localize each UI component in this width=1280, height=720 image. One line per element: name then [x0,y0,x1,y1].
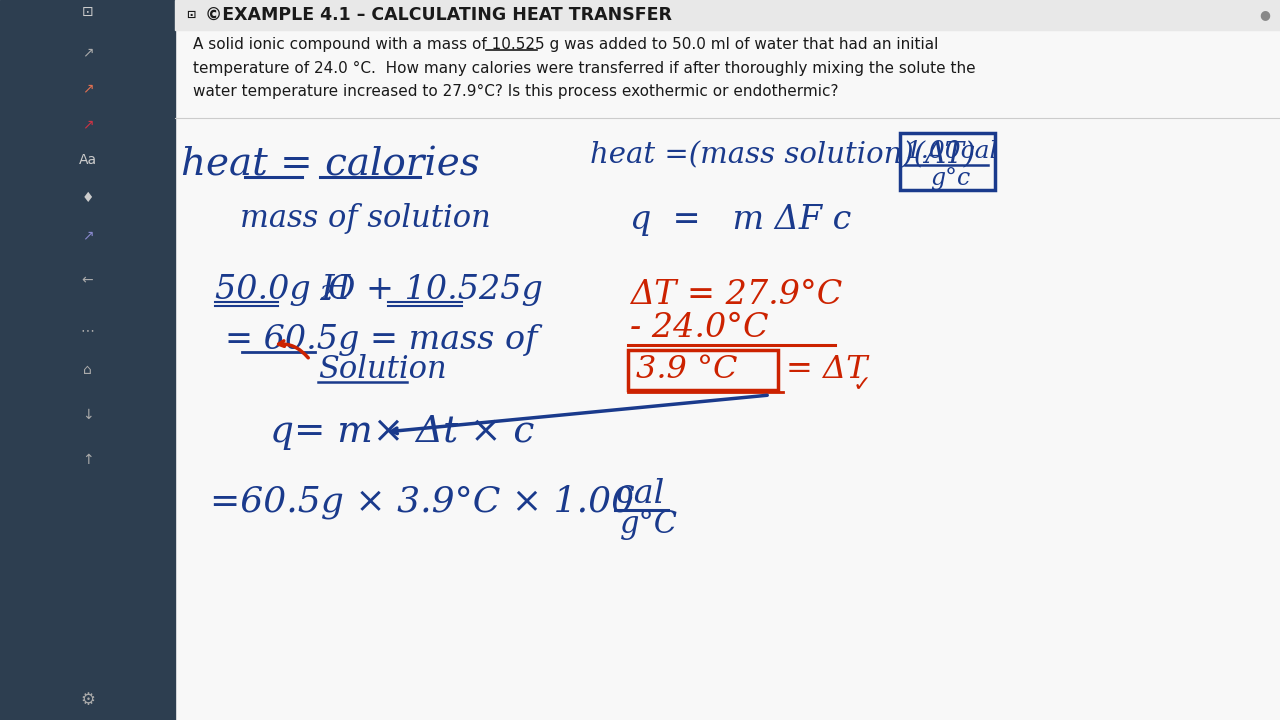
Text: ΔT = 27.9°C: ΔT = 27.9°C [630,279,842,311]
Text: A solid ionic compound with a mass of 10.525 g was added to 50.0 ml of water tha: A solid ionic compound with a mass of 10… [193,37,938,53]
Text: heat =(mass solution)(AT): heat =(mass solution)(AT) [590,141,975,169]
Text: Aa: Aa [78,153,96,167]
Text: - 24.0°C: - 24.0°C [630,312,768,344]
Text: 50.0g H: 50.0g H [215,274,351,306]
Text: water temperature increased to 27.9°C? Is this process exothermic or endothermic: water temperature increased to 27.9°C? I… [193,84,838,99]
Text: g°c: g°c [931,166,970,189]
Text: 3.9 °C: 3.9 °C [636,354,737,385]
Text: ⋯: ⋯ [81,323,95,337]
Text: ↗: ↗ [82,228,93,242]
Text: ↑: ↑ [82,453,93,467]
Bar [0,0,175,720]
Text: ⊡: ⊡ [187,10,196,20]
Text: O + 10.525g: O + 10.525g [328,274,543,306]
Text: ♦: ♦ [81,191,93,205]
Bar [628,350,778,390]
Text: heat = calories: heat = calories [180,146,480,184]
Text: ↗: ↗ [82,45,93,59]
Text: q  =   m ΔF c: q = m ΔF c [630,204,851,236]
Text: ↗: ↗ [82,81,93,95]
Text: g°C: g°C [620,510,678,541]
Text: Solution: Solution [317,354,447,385]
Text: temperature of 24.0 °C.  How many calories were transferred if after thoroughly : temperature of 24.0 °C. How many calorie… [193,60,975,76]
Text: ←: ← [82,273,93,287]
Text: = 60.5g = mass of: = 60.5g = mass of [225,324,538,356]
Text: ⚙: ⚙ [81,691,95,709]
Text: = ΔT: = ΔT [786,354,868,385]
Text: ✓: ✓ [852,375,872,395]
Text: ●: ● [1260,9,1271,22]
Text: 1.00cal: 1.00cal [905,140,997,163]
Text: ↓: ↓ [82,408,93,422]
Bar [900,133,995,190]
Text: q= m× Δt × c: q= m× Δt × c [270,414,534,450]
Text: ↗: ↗ [82,117,93,131]
Text: =60.5g × 3.9°C × 1.00: =60.5g × 3.9°C × 1.00 [210,485,634,519]
Text: ©EXAMPLE 4.1 – CALCULATING HEAT TRANSFER: ©EXAMPLE 4.1 – CALCULATING HEAT TRANSFER [205,6,672,24]
Text: ⌂: ⌂ [83,363,92,377]
Text: ⊡: ⊡ [82,5,93,19]
Bar [175,0,1280,30]
Text: 2: 2 [319,284,333,304]
Text: cal: cal [616,478,666,510]
Bar [175,30,1280,720]
Text: mass of solution: mass of solution [241,202,490,233]
